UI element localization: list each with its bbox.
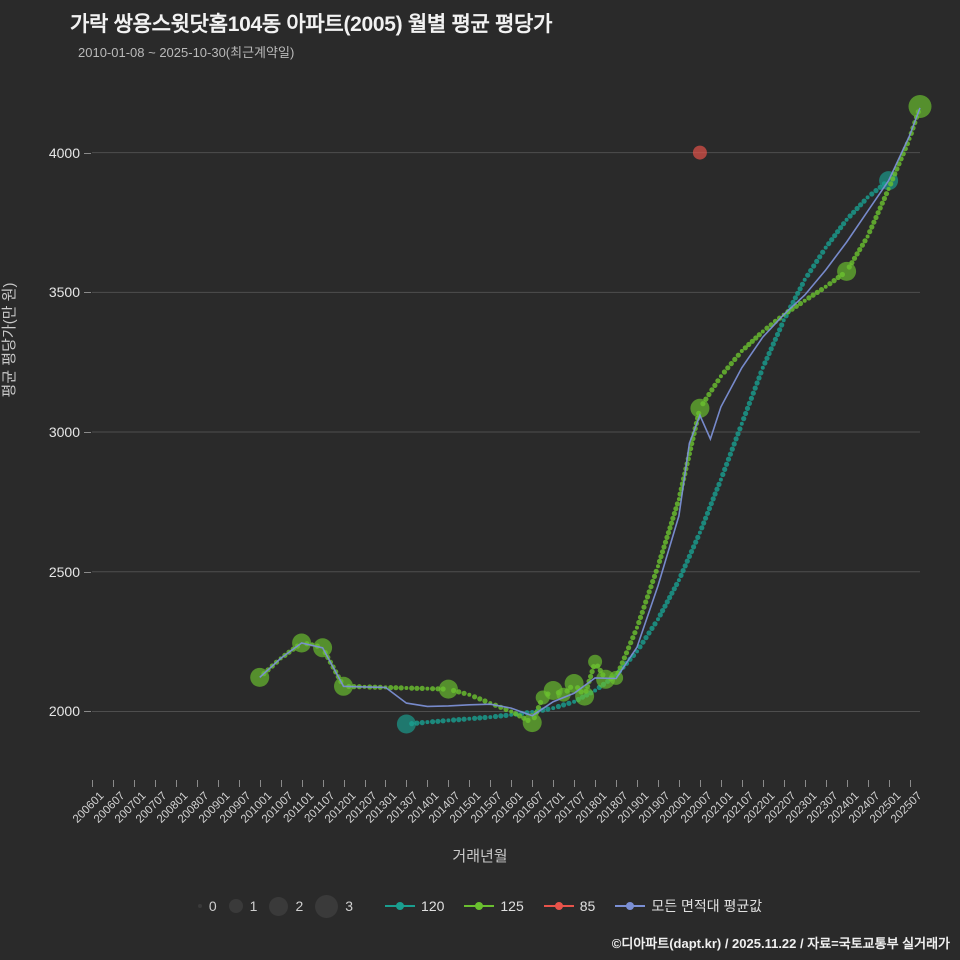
legend-series-swatch-icon — [543, 902, 574, 910]
x-axis-tick-mark — [699, 780, 701, 787]
legend-series-swatch-icon — [464, 902, 495, 910]
x-axis-tick-mark — [322, 780, 324, 787]
x-axis-tick-mark — [804, 780, 806, 787]
legend-series-item[interactable]: 120 — [385, 898, 444, 914]
x-axis-tick-mark — [427, 780, 429, 787]
plot-area — [92, 80, 932, 745]
x-axis-tick-mark — [343, 780, 345, 787]
legend-size-item[interactable]: 3 — [315, 894, 354, 918]
x-axis-tick-mark — [238, 780, 240, 787]
y-axis-tick-mark — [84, 571, 91, 573]
y-axis-tick-mark — [84, 292, 91, 294]
y-axis-tick-label: 4000 — [48, 144, 80, 161]
legend-series-label: 85 — [579, 898, 596, 914]
chart-subtitle: 2010-01-08 ~ 2025-10-30(최근계약일) — [78, 45, 295, 60]
x-axis-tick-mark — [657, 780, 659, 787]
gridlines — [92, 152, 920, 712]
legend-series-item[interactable]: 모든 면적대 평균값 — [615, 896, 762, 916]
y-axis-tick-mark — [84, 152, 91, 154]
legend-size-bubble-icon — [269, 896, 289, 916]
x-axis-tick-mark — [637, 780, 638, 787]
legend-series-label: 120 — [421, 898, 445, 914]
y-axis-title: 평균 평당가(만 원) — [1, 282, 18, 398]
y-axis-tick-label: 2500 — [48, 563, 80, 580]
x-axis-tick-mark — [867, 780, 869, 787]
legend-series-label: 모든 면적대 평균값 — [651, 898, 763, 914]
legend-size-item[interactable]: 0 — [197, 898, 217, 914]
x-axis-tick-mark — [511, 780, 513, 787]
footer-credit: ©디아파트(dapt.kr) / 2025.11.22 / 자료=국토교통부 실… — [611, 936, 950, 951]
legend-series-swatch-icon — [385, 902, 416, 910]
x-axis-tick-mark — [595, 780, 597, 787]
x-axis-tick-mark — [133, 780, 135, 787]
x-axis-tick-mark — [720, 780, 722, 787]
x-axis-tick-mark — [825, 780, 827, 787]
x-axis-tick-mark — [574, 780, 576, 787]
x-axis-tick-mark — [406, 780, 408, 787]
x-axis-tick-mark — [175, 780, 177, 787]
page-title: 가락 쌍용스윗닷홈104동 아파트(2005) 월별 평균 평당가 — [70, 13, 553, 36]
y-axis-tick-label: 3000 — [48, 424, 80, 441]
legend-series-item[interactable]: 125 — [464, 898, 524, 914]
chart-legend: 0 1 2 3 120 125 85 모든 면적대 평균값 — [0, 893, 960, 919]
x-axis-tick-mark — [196, 780, 198, 787]
x-axis-tick-mark — [92, 780, 93, 787]
x-axis-tick-mark — [469, 780, 471, 787]
x-axis-title: 거래년월 — [452, 848, 508, 865]
legend-size-label: 0 — [208, 898, 217, 914]
x-axis-tick-mark — [217, 780, 219, 787]
x-axis-tick-mark — [301, 780, 303, 787]
legend-size-label: 2 — [295, 898, 304, 914]
x-axis-tick-mark — [553, 780, 555, 787]
x-axis-tick-mark — [385, 780, 387, 787]
x-axis-tick-mark — [783, 780, 785, 787]
data-series-layer — [250, 95, 932, 734]
legend-size-item[interactable]: 1 — [228, 898, 258, 914]
x-axis-tick-mark — [909, 780, 911, 787]
legend-size-bubble-icon — [228, 899, 243, 913]
legend-series-swatch-icon — [615, 902, 646, 910]
x-axis-ticks — [92, 780, 920, 788]
legend-size-bubble-icon — [315, 894, 339, 918]
y-axis-tick-label: 2000 — [48, 703, 80, 720]
legend-series-label: 125 — [500, 898, 524, 914]
y-axis-tick-label: 3500 — [48, 284, 80, 301]
y-axis-tick-mark — [84, 432, 91, 434]
x-axis-tick-mark — [259, 780, 261, 787]
y-axis-tick-mark — [84, 711, 91, 713]
legend-size-item[interactable]: 2 — [269, 896, 304, 916]
x-axis-tick-mark — [448, 780, 450, 787]
legend-size-label: 3 — [345, 898, 354, 914]
x-axis-tick-mark — [846, 780, 848, 787]
x-axis-tick-mark — [154, 780, 156, 787]
x-axis-tick-mark — [762, 780, 764, 787]
x-axis-tick-mark — [532, 780, 534, 787]
x-axis-tick-mark — [112, 780, 114, 787]
x-axis-tick-mark — [678, 780, 680, 787]
x-axis-tick-mark — [888, 780, 890, 787]
x-axis-tick-mark — [741, 780, 743, 787]
x-axis-tick-mark — [616, 780, 618, 787]
x-axis-tick-mark — [490, 780, 492, 787]
legend-size-label: 1 — [249, 898, 258, 914]
legend-series-item[interactable]: 85 — [543, 898, 596, 914]
legend-size-bubble-icon — [197, 904, 202, 908]
x-axis-tick-mark — [280, 780, 282, 787]
x-axis-tick-mark — [364, 780, 366, 787]
